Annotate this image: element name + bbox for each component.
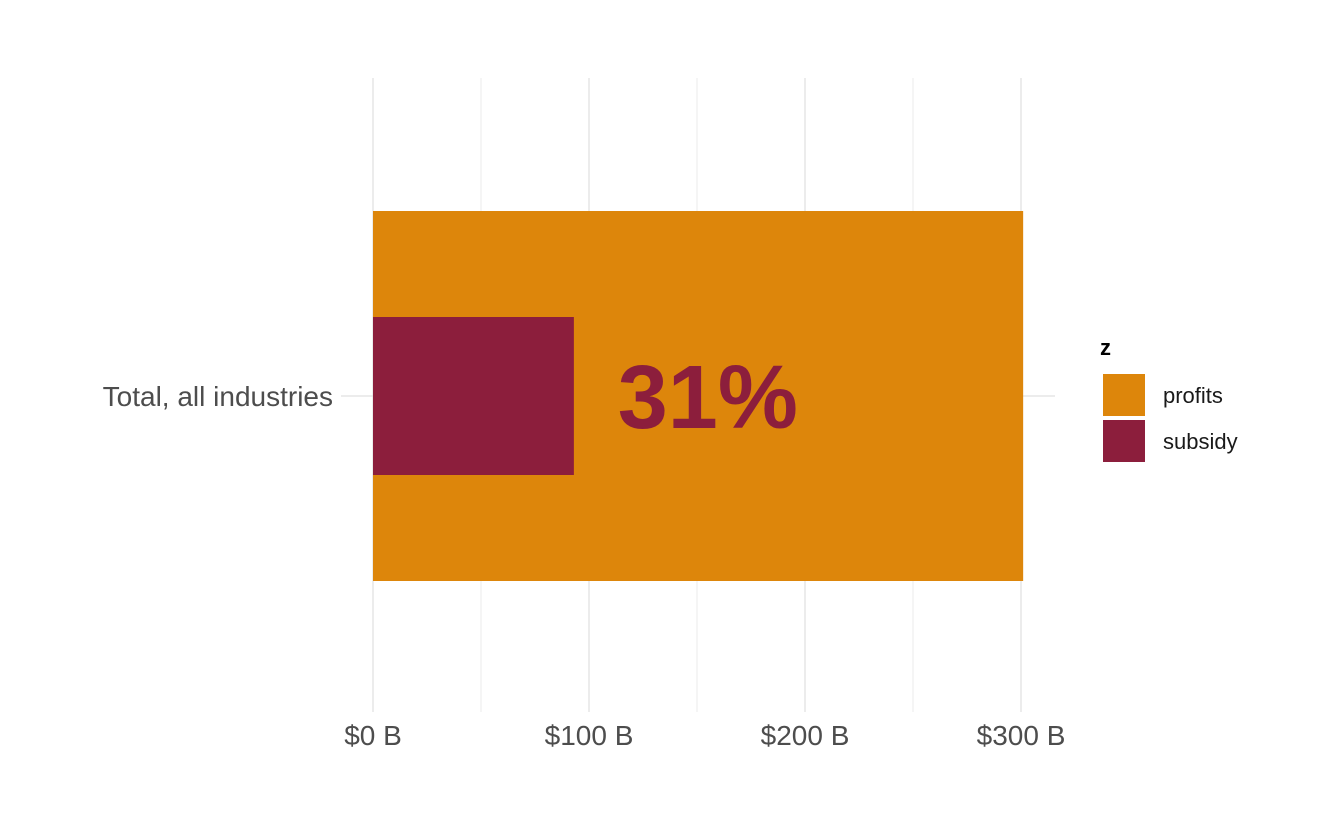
- bar-subsidy: [373, 317, 574, 475]
- legend-label-subsidy: subsidy: [1163, 429, 1238, 454]
- legend-key-profits: [1103, 374, 1145, 416]
- legend-key-subsidy: [1103, 420, 1145, 462]
- y-tick-label: Total, all industries: [103, 381, 333, 412]
- x-tick-label: $100 B: [545, 720, 634, 751]
- percent-annotation: 31%: [618, 348, 798, 448]
- bars: [373, 211, 1024, 581]
- annotations: 31%: [618, 348, 798, 448]
- legend: z profits subsidy: [1100, 335, 1238, 462]
- x-tick-label: $200 B: [761, 720, 850, 751]
- legend-title: z: [1100, 335, 1111, 360]
- x-tick-label: $0 B: [344, 720, 402, 751]
- legend-label-profits: profits: [1163, 383, 1223, 408]
- x-tick-label: $300 B: [977, 720, 1066, 751]
- y-axis: Total, all industries: [103, 381, 333, 412]
- x-axis: $0 B $100 B $200 B $300 B: [344, 720, 1065, 751]
